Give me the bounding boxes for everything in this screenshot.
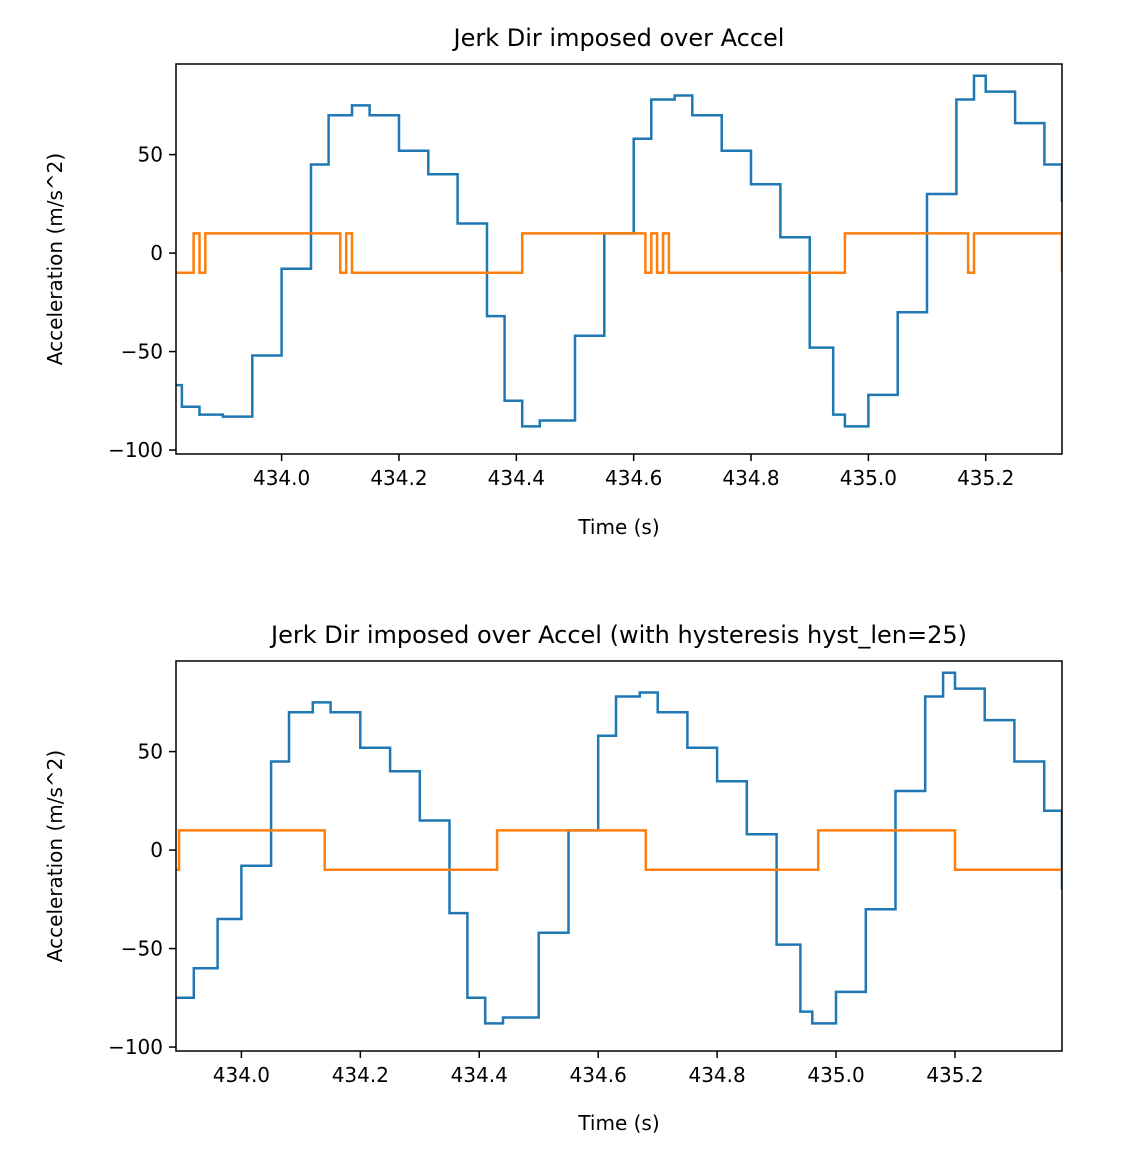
y-tick-label: 0 [150, 241, 163, 265]
chart-jerk-dir-over-accel: Jerk Dir imposed over Accel Time (s) Acc… [43, 24, 1063, 539]
x-tick-label: 434.2 [332, 1063, 389, 1087]
x-tick-label: 434.0 [213, 1063, 270, 1087]
y-axis-label: Acceleration (m/s^2) [43, 153, 67, 365]
y-tick-label: 0 [150, 838, 163, 862]
x-tick-label: 434.6 [570, 1063, 627, 1087]
y-tick-label: −100 [108, 438, 163, 462]
series-layer [176, 74, 1062, 428]
x-tick-label: 435.0 [840, 466, 897, 490]
y-tick-label: −50 [121, 937, 163, 961]
x-tick-label: 434.8 [722, 466, 779, 490]
y-tick-label: 50 [138, 740, 163, 764]
accel-series-line [176, 671, 1062, 1025]
chart-title: Jerk Dir imposed over Accel [452, 24, 785, 52]
jerk-dir-series-line [176, 232, 1062, 275]
plot-frame [175, 660, 1063, 1052]
x-tick-label: 434.0 [253, 466, 310, 490]
series-layer [176, 671, 1062, 1025]
y-axis-label: Acceleration (m/s^2) [43, 750, 67, 962]
x-tick-label: 435.0 [807, 1063, 864, 1087]
ticks-layer: 434.0 434.2 434.4 434.6 434.8 435.0 435.2 −100 −… [108, 740, 984, 1087]
x-tick-label: 434.6 [605, 466, 662, 490]
x-tick-label: 434.4 [488, 466, 545, 490]
x-tick-label: 434.4 [451, 1063, 508, 1087]
ticks-layer: 434.0 434.2 434.4 434.6 434.8 435.0 435.2 −100 −… [108, 143, 1014, 490]
chart-jerk-dir-with-hysteresis: Jerk Dir imposed over Accel (with hyster… [43, 621, 1063, 1135]
x-axis-label: Time (s) [577, 515, 659, 539]
x-tick-label: 434.8 [688, 1063, 745, 1087]
x-tick-label: 435.2 [926, 1063, 983, 1087]
x-tick-label: 435.2 [957, 466, 1014, 490]
jerk-dir-series-line [176, 829, 1062, 872]
x-axis-label: Time (s) [577, 1111, 659, 1135]
x-tick-label: 434.2 [370, 466, 427, 490]
y-tick-label: −100 [108, 1035, 163, 1059]
y-tick-label: 50 [138, 143, 163, 167]
chart-title: Jerk Dir imposed over Accel (with hyster… [269, 621, 967, 649]
y-tick-label: −50 [121, 340, 163, 364]
plot-frame [175, 63, 1063, 455]
